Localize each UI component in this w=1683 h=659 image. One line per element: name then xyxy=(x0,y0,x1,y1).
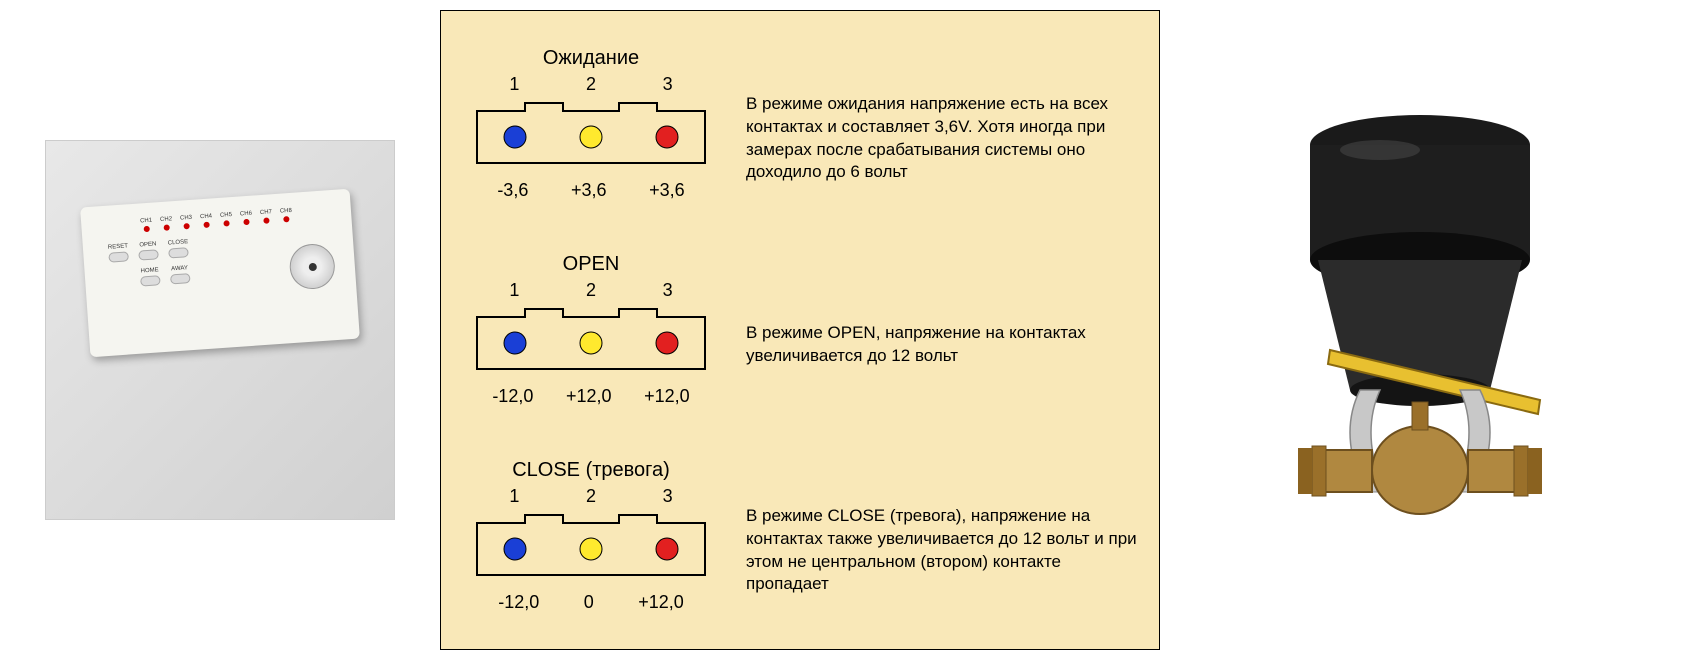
button-shape xyxy=(140,275,161,286)
pin-number-row: 1 2 3 xyxy=(476,280,706,301)
connector-diagram xyxy=(471,303,711,375)
channel-label: CH2 xyxy=(160,216,172,223)
voltage-value: +12,0 xyxy=(644,386,690,407)
channel-label: CH5 xyxy=(220,212,232,219)
voltage-row: -3,6 +3,6 +3,6 xyxy=(476,180,706,201)
pin-3-dot xyxy=(656,126,678,148)
channel-label: CH8 xyxy=(280,208,292,215)
pin-2-dot xyxy=(580,538,602,560)
channel-led: CH4 xyxy=(200,213,213,230)
pin-2-dot xyxy=(580,126,602,148)
led-icon xyxy=(203,221,209,227)
mode-block: OPEN 1 2 3 -12,0 +12,0 +12,0 В режиме OPEN, … xyxy=(461,253,1139,407)
channel-label: CH3 xyxy=(180,215,192,222)
connector-column: OPEN 1 2 3 -12,0 +12,0 +12,0 xyxy=(461,253,721,407)
device-button-label: CLOSE xyxy=(168,239,189,246)
connector-diagram xyxy=(471,97,711,169)
pin-3-dot xyxy=(656,538,678,560)
led-icon xyxy=(143,226,149,232)
device-button: OPEN xyxy=(138,241,159,260)
led-icon xyxy=(263,217,269,223)
connector-column: Ожидание 1 2 3 -3,6 +3,6 +3,6 xyxy=(461,47,721,201)
channel-led: CH8 xyxy=(280,208,293,225)
pin-1-dot xyxy=(504,126,526,148)
led-icon xyxy=(243,219,249,225)
channel-label: CH1 xyxy=(140,217,152,224)
channel-led: CH2 xyxy=(160,216,173,233)
pin-number: 3 xyxy=(663,280,673,301)
button-shape xyxy=(168,247,189,258)
mode-title: CLOSE (тревога) xyxy=(461,459,721,482)
connector-column: CLOSE (тревога) 1 2 3 -12,0 0 +12,0 xyxy=(461,459,721,613)
pin-1-dot xyxy=(504,332,526,354)
mode-block: CLOSE (тревога) 1 2 3 -12,0 0 +12,0 В режиме… xyxy=(461,459,1139,613)
led-icon xyxy=(163,224,169,230)
led-icon xyxy=(223,220,229,226)
voltage-value: -12,0 xyxy=(498,592,539,613)
device-button-label: AWAY xyxy=(169,265,189,272)
channel-label: CH7 xyxy=(260,209,272,216)
valve-actuator-illustration xyxy=(1240,90,1600,570)
device-button: RESET xyxy=(108,243,129,262)
button-shape xyxy=(170,273,191,284)
channel-led: CH5 xyxy=(220,212,233,229)
device-button: HOME xyxy=(139,267,160,286)
channel-led: CH1 xyxy=(140,217,153,234)
left-photo-panel: CH1CH2CH3CH4CH5CH6CH7CH8 RESETOPENCLOSE … xyxy=(0,120,440,540)
controller-device: CH1CH2CH3CH4CH5CH6CH7CH8 RESETOPENCLOSE … xyxy=(80,189,360,357)
mode-description: В режиме OPEN, напряжение на контактах у… xyxy=(746,292,1139,368)
pin-number-row: 1 2 3 xyxy=(476,74,706,95)
voltage-value: -3,6 xyxy=(497,180,528,201)
mode-description: В режиме ожидания напряжение есть на все… xyxy=(746,63,1139,185)
device-button-label: RESET xyxy=(108,243,128,250)
diagram-panel: Ожидание 1 2 3 -3,6 +3,6 +3,6 В режиме ожида… xyxy=(440,10,1160,650)
voltage-value: +12,0 xyxy=(566,386,612,407)
voltage-row: -12,0 0 +12,0 xyxy=(476,592,706,613)
pin-number: 2 xyxy=(586,486,596,507)
pin-number: 1 xyxy=(509,74,519,95)
button-shape xyxy=(108,251,129,262)
voltage-value: 0 xyxy=(584,592,594,613)
voltage-row: -12,0 +12,0 +12,0 xyxy=(476,386,706,407)
pin-number: 1 xyxy=(509,486,519,507)
channel-led: CH7 xyxy=(260,209,273,226)
led-icon xyxy=(283,216,289,222)
pin-number: 3 xyxy=(663,74,673,95)
button-shape xyxy=(138,249,159,260)
pin-number: 1 xyxy=(509,280,519,301)
device-button: AWAY xyxy=(169,265,190,284)
speaker-grille xyxy=(288,242,336,290)
device-button: CLOSE xyxy=(168,239,190,258)
channel-label: CH6 xyxy=(240,210,252,217)
mode-title: OPEN xyxy=(461,253,721,276)
pin-number: 3 xyxy=(663,486,673,507)
pin-3-dot xyxy=(656,332,678,354)
device-button-label: HOME xyxy=(139,267,159,274)
pin-number: 2 xyxy=(586,280,596,301)
right-photo-panel xyxy=(1160,90,1680,570)
pin-number: 2 xyxy=(586,74,596,95)
led-icon xyxy=(183,223,189,229)
voltage-value: +3,6 xyxy=(571,180,607,201)
mode-title: Ожидание xyxy=(461,47,721,70)
voltage-value: +12,0 xyxy=(638,592,684,613)
connector-diagram xyxy=(471,509,711,581)
channel-led: CH6 xyxy=(240,210,253,227)
channel-led: CH3 xyxy=(180,215,193,232)
pin-1-dot xyxy=(504,538,526,560)
device-button-label: OPEN xyxy=(138,241,158,248)
voltage-value: -12,0 xyxy=(492,386,533,407)
controller-photo: CH1CH2CH3CH4CH5CH6CH7CH8 RESETOPENCLOSE … xyxy=(45,140,395,520)
pin-2-dot xyxy=(580,332,602,354)
mode-block: Ожидание 1 2 3 -3,6 +3,6 +3,6 В режиме ожида… xyxy=(461,47,1139,201)
pin-number-row: 1 2 3 xyxy=(476,486,706,507)
mode-description: В режиме CLOSE (тревога), напряжение на … xyxy=(746,475,1139,597)
channel-label: CH4 xyxy=(200,213,212,220)
voltage-value: +3,6 xyxy=(649,180,685,201)
